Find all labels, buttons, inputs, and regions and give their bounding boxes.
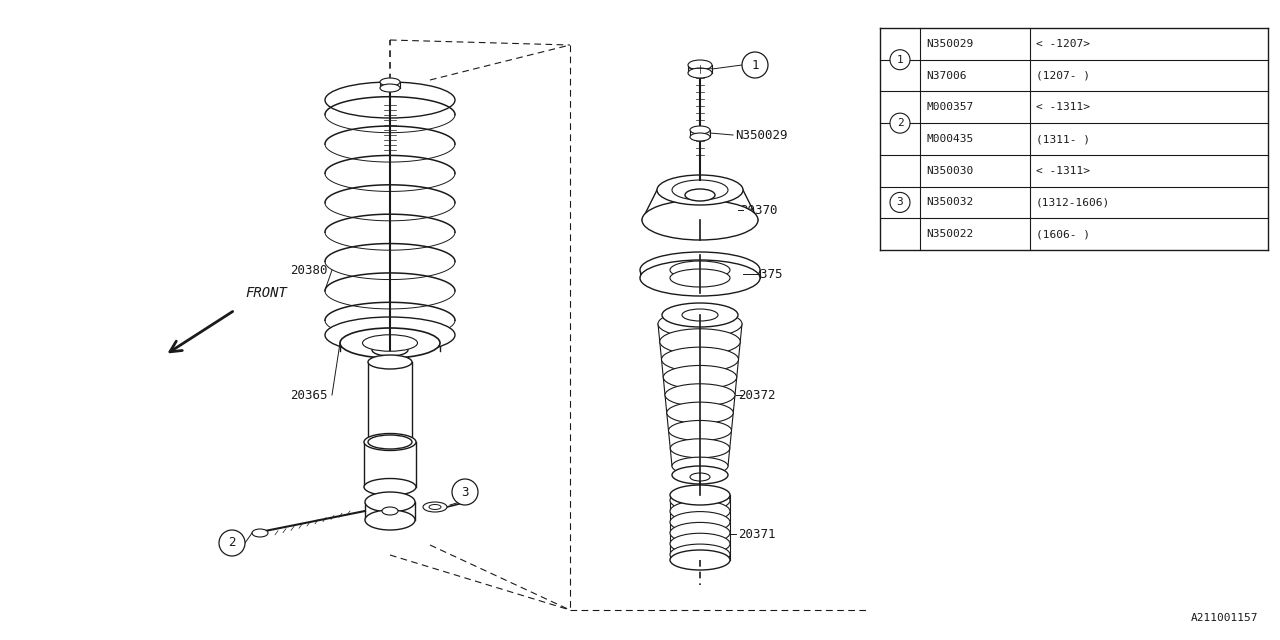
Circle shape: [742, 52, 768, 78]
Ellipse shape: [372, 356, 408, 368]
Text: 20371: 20371: [739, 527, 776, 541]
Ellipse shape: [672, 180, 728, 200]
Ellipse shape: [662, 347, 739, 372]
Text: 20372: 20372: [739, 388, 776, 401]
Ellipse shape: [422, 502, 447, 512]
Ellipse shape: [380, 78, 401, 86]
Ellipse shape: [671, 439, 730, 458]
Text: (1311- ): (1311- ): [1036, 134, 1091, 144]
Ellipse shape: [362, 335, 417, 351]
Text: A211001157: A211001157: [1190, 613, 1258, 623]
Text: (1207- ): (1207- ): [1036, 70, 1091, 81]
Text: N350029: N350029: [925, 39, 973, 49]
Ellipse shape: [690, 473, 710, 481]
Text: 2: 2: [228, 536, 236, 550]
Text: FRONT: FRONT: [244, 286, 287, 300]
Text: 3: 3: [896, 197, 904, 207]
Ellipse shape: [369, 355, 412, 369]
Ellipse shape: [662, 303, 739, 327]
Ellipse shape: [663, 365, 737, 389]
Ellipse shape: [685, 189, 716, 201]
Text: (1312-1606): (1312-1606): [1036, 197, 1110, 207]
Text: N350032: N350032: [925, 197, 973, 207]
Ellipse shape: [672, 457, 728, 475]
Ellipse shape: [669, 485, 730, 505]
Ellipse shape: [672, 466, 728, 484]
Ellipse shape: [252, 529, 268, 537]
Text: 1: 1: [751, 58, 759, 72]
Ellipse shape: [669, 269, 730, 287]
Text: N350022: N350022: [925, 229, 973, 239]
Circle shape: [890, 50, 910, 70]
Ellipse shape: [669, 500, 730, 522]
Ellipse shape: [669, 550, 730, 570]
Ellipse shape: [668, 420, 731, 440]
Ellipse shape: [689, 68, 712, 78]
Ellipse shape: [689, 60, 712, 70]
Circle shape: [890, 193, 910, 212]
Ellipse shape: [666, 384, 735, 406]
Ellipse shape: [325, 82, 454, 118]
Ellipse shape: [669, 261, 730, 279]
Ellipse shape: [364, 433, 416, 451]
Ellipse shape: [669, 533, 730, 554]
Ellipse shape: [669, 544, 730, 565]
Ellipse shape: [667, 402, 733, 424]
Ellipse shape: [657, 175, 742, 205]
Text: 2: 2: [896, 118, 904, 128]
Ellipse shape: [669, 522, 730, 543]
Text: < -1311>: < -1311>: [1036, 102, 1091, 112]
Text: 20380: 20380: [291, 264, 328, 276]
Text: 1: 1: [896, 54, 904, 65]
Ellipse shape: [372, 344, 408, 356]
Ellipse shape: [364, 479, 416, 495]
Ellipse shape: [380, 84, 401, 92]
Ellipse shape: [369, 435, 412, 449]
Text: M000357: M000357: [925, 102, 973, 112]
Ellipse shape: [659, 329, 740, 355]
Ellipse shape: [640, 252, 760, 288]
Circle shape: [219, 530, 244, 556]
Ellipse shape: [340, 328, 440, 358]
Ellipse shape: [640, 260, 760, 296]
Text: 20375: 20375: [745, 268, 782, 280]
Ellipse shape: [381, 507, 398, 515]
Ellipse shape: [429, 504, 442, 509]
Text: N350030: N350030: [925, 166, 973, 176]
Ellipse shape: [669, 490, 730, 511]
Circle shape: [890, 113, 910, 133]
Ellipse shape: [325, 317, 454, 353]
Text: M000435: M000435: [925, 134, 973, 144]
Text: N37006: N37006: [925, 70, 966, 81]
Text: < -1207>: < -1207>: [1036, 39, 1091, 49]
Ellipse shape: [690, 133, 710, 141]
Text: N350029: N350029: [735, 129, 787, 141]
Circle shape: [452, 479, 477, 505]
Ellipse shape: [365, 492, 415, 512]
Ellipse shape: [643, 200, 758, 240]
Ellipse shape: [365, 510, 415, 530]
Text: 20365: 20365: [291, 388, 328, 401]
Ellipse shape: [690, 126, 710, 134]
Text: < -1311>: < -1311>: [1036, 166, 1091, 176]
Text: 20370: 20370: [740, 204, 777, 216]
Ellipse shape: [682, 309, 718, 321]
Ellipse shape: [669, 511, 730, 532]
Text: (1606- ): (1606- ): [1036, 229, 1091, 239]
Ellipse shape: [658, 310, 742, 337]
Text: 3: 3: [461, 486, 468, 499]
